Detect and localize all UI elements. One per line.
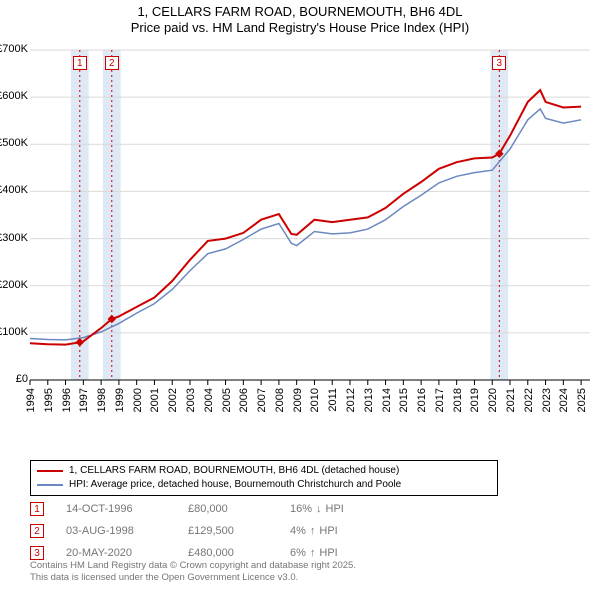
transaction-row: 2 03-AUG-1998 £129,500 4% ↑ HPI xyxy=(30,522,344,540)
x-axis-label: 2009 xyxy=(292,388,304,412)
transaction-row: 1 14-OCT-1996 £80,000 16% ↓ HPI xyxy=(30,500,344,518)
footer-line-2: This data is licensed under the Open Gov… xyxy=(30,572,356,584)
x-axis-label: 2000 xyxy=(132,388,144,412)
transaction-number: 1 xyxy=(30,502,44,516)
x-axis-label: 2003 xyxy=(185,388,197,412)
x-axis-label: 2001 xyxy=(149,388,161,412)
y-axis-label: £400K xyxy=(0,184,28,196)
x-axis-label: 2024 xyxy=(558,388,570,412)
x-axis-label: 2025 xyxy=(576,388,588,412)
legend: 1, CELLARS FARM ROAD, BOURNEMOUTH, BH6 4… xyxy=(30,460,498,496)
arrow-up-icon: ↑ xyxy=(310,547,316,559)
transaction-price: £480,000 xyxy=(188,547,268,559)
legend-item: HPI: Average price, detached house, Bour… xyxy=(37,478,491,492)
x-axis-label: 1994 xyxy=(25,388,37,412)
title-line-2: Price paid vs. HM Land Registry's House … xyxy=(0,20,600,36)
marker-number-box: 2 xyxy=(105,56,119,70)
arrow-down-icon: ↓ xyxy=(316,503,322,515)
x-axis-label: 2020 xyxy=(487,388,499,412)
x-axis-label: 2021 xyxy=(505,388,517,412)
x-axis-label: 2005 xyxy=(221,388,233,412)
transaction-date: 03-AUG-1998 xyxy=(66,525,166,537)
transaction-price: £80,000 xyxy=(188,503,268,515)
chart-svg xyxy=(30,50,590,420)
y-axis-label: £600K xyxy=(0,90,28,102)
x-axis-label: 1998 xyxy=(96,388,108,412)
footer-attribution: Contains HM Land Registry data © Crown c… xyxy=(30,560,356,584)
x-axis-label: 2007 xyxy=(256,388,268,412)
x-axis-label: 2015 xyxy=(398,388,410,412)
chart-title: 1, CELLARS FARM ROAD, BOURNEMOUTH, BH6 4… xyxy=(0,0,600,37)
y-axis-label: £500K xyxy=(0,137,28,149)
x-axis-label: 1995 xyxy=(43,388,55,412)
y-axis-label: £0 xyxy=(0,373,28,385)
marker-number-box: 3 xyxy=(492,56,506,70)
arrow-up-icon: ↑ xyxy=(310,525,316,537)
transaction-price: £129,500 xyxy=(188,525,268,537)
transaction-hpi-delta: 16% ↓ HPI xyxy=(290,503,344,515)
transaction-date: 20-MAY-2020 xyxy=(66,547,166,559)
x-axis-label: 1999 xyxy=(114,388,126,412)
y-axis-label: £200K xyxy=(0,279,28,291)
y-axis-label: £300K xyxy=(0,232,28,244)
legend-swatch xyxy=(37,470,63,472)
transaction-hpi-delta: 4% ↑ HPI xyxy=(290,525,338,537)
x-axis-label: 2023 xyxy=(541,388,553,412)
title-line-1: 1, CELLARS FARM ROAD, BOURNEMOUTH, BH6 4… xyxy=(0,4,600,20)
transaction-hpi-delta: 6% ↑ HPI xyxy=(290,547,338,559)
y-axis-label: £700K xyxy=(0,43,28,55)
legend-label: HPI: Average price, detached house, Bour… xyxy=(69,478,401,492)
transaction-number: 3 xyxy=(30,546,44,560)
transaction-date: 14-OCT-1996 xyxy=(66,503,166,515)
x-axis-label: 2014 xyxy=(381,388,393,412)
x-axis-label: 2018 xyxy=(452,388,464,412)
x-axis-label: 2013 xyxy=(363,388,375,412)
x-axis-label: 2004 xyxy=(203,388,215,412)
x-axis-label: 2010 xyxy=(309,388,321,412)
legend-item: 1, CELLARS FARM ROAD, BOURNEMOUTH, BH6 4… xyxy=(37,464,491,478)
chart-plot-area: £0£100K£200K£300K£400K£500K£600K£700K199… xyxy=(30,50,590,420)
x-axis-label: 2017 xyxy=(434,388,446,412)
x-axis-label: 2002 xyxy=(167,388,179,412)
transaction-table: 1 14-OCT-1996 £80,000 16% ↓ HPI 2 03-AUG-1998… xyxy=(30,500,344,566)
transaction-number: 2 xyxy=(30,524,44,538)
x-axis-label: 2011 xyxy=(327,388,339,412)
chart-container: { "title": { "line1": "1, CELLARS FARM R… xyxy=(0,0,600,590)
x-axis-label: 2019 xyxy=(469,388,481,412)
x-axis-label: 2006 xyxy=(238,388,250,412)
footer-line-1: Contains HM Land Registry data © Crown c… xyxy=(30,560,356,572)
x-axis-label: 2022 xyxy=(523,388,535,412)
legend-label: 1, CELLARS FARM ROAD, BOURNEMOUTH, BH6 4… xyxy=(69,464,399,478)
x-axis-label: 2016 xyxy=(416,388,428,412)
x-axis-label: 1996 xyxy=(61,388,73,412)
x-axis-label: 2012 xyxy=(345,388,357,412)
x-axis-label: 2008 xyxy=(274,388,286,412)
marker-number-box: 1 xyxy=(73,56,87,70)
y-axis-label: £100K xyxy=(0,326,28,338)
x-axis-label: 1997 xyxy=(78,388,90,412)
legend-swatch xyxy=(37,484,63,486)
